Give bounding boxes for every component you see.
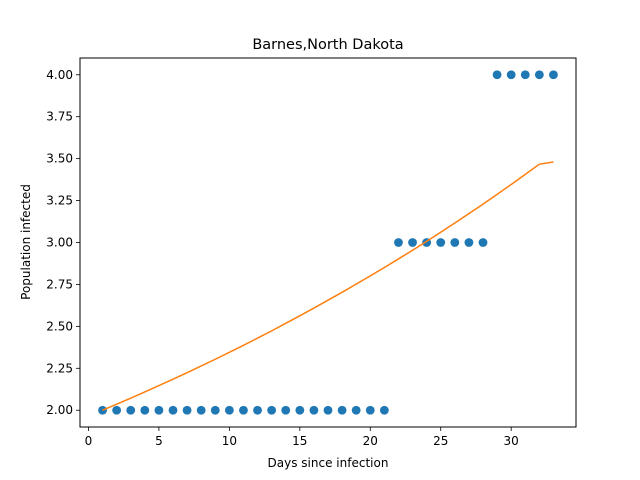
scatter-point xyxy=(239,405,248,415)
plot-marks xyxy=(98,70,558,415)
scatter-point xyxy=(450,238,460,247)
y-tick-label: 2.50 xyxy=(46,319,73,333)
scatter-point xyxy=(549,70,558,80)
plot-frame xyxy=(79,57,577,428)
scatter-point xyxy=(98,405,107,415)
y-axis: 2.00 2.25 2.50 2.75 3.00 3.25 3.50 3.75 4.00 xyxy=(46,68,80,417)
x-tick-label: 10 xyxy=(222,434,237,448)
scatter-point xyxy=(309,405,319,415)
scatter-point xyxy=(351,405,361,415)
y-tick-label: 2.00 xyxy=(46,403,73,417)
scatter-point xyxy=(168,405,178,415)
x-axis: 0 5 10 15 20 25 30 xyxy=(85,427,519,448)
fit-line xyxy=(102,161,554,411)
y-tick-label: 3.50 xyxy=(46,152,73,166)
scatter-point xyxy=(323,405,333,415)
scatter-point xyxy=(394,238,403,247)
x-tick-label: 5 xyxy=(155,434,163,448)
scatter-point xyxy=(154,405,164,415)
scatter-point xyxy=(337,405,347,415)
x-tick-label: 30 xyxy=(504,434,519,448)
scatter-point xyxy=(492,70,502,80)
scatter-point xyxy=(295,405,305,415)
x-axis-title: Days since infection xyxy=(268,456,389,470)
scatter-point xyxy=(478,238,488,247)
x-tick-label: 15 xyxy=(292,434,307,448)
y-tick-label: 3.75 xyxy=(46,110,73,124)
scatter-point xyxy=(281,405,291,415)
scatter-point xyxy=(379,405,389,415)
scatter-point xyxy=(436,238,446,247)
y-tick-label: 4.00 xyxy=(46,68,73,82)
x-tick-label: 25 xyxy=(433,434,448,448)
x-tick-label: 20 xyxy=(363,434,378,448)
scatter-point xyxy=(464,238,474,247)
scatter-point xyxy=(506,70,516,80)
scatter-point xyxy=(534,70,544,80)
y-axis-title: Population infected xyxy=(19,184,33,300)
scatter-point xyxy=(210,405,220,415)
scatter-point xyxy=(140,405,150,415)
scatter-point xyxy=(520,70,530,80)
y-tick-label: 3.00 xyxy=(46,236,73,250)
scatter-point xyxy=(126,405,136,415)
scatter-point xyxy=(267,405,277,415)
scatter-point xyxy=(112,405,122,415)
scatter-point xyxy=(196,405,206,415)
scatter-point xyxy=(253,405,262,415)
scatter-point xyxy=(365,405,375,415)
scatter-point xyxy=(408,238,417,247)
scatter-point xyxy=(182,405,192,415)
y-tick-label: 2.25 xyxy=(46,361,73,375)
scatter-point xyxy=(224,405,234,415)
x-tick-label: 0 xyxy=(85,434,93,448)
chart-title: Barnes,North Dakota xyxy=(252,37,403,53)
y-tick-label: 2.75 xyxy=(46,277,73,291)
y-tick-label: 3.25 xyxy=(46,194,73,208)
